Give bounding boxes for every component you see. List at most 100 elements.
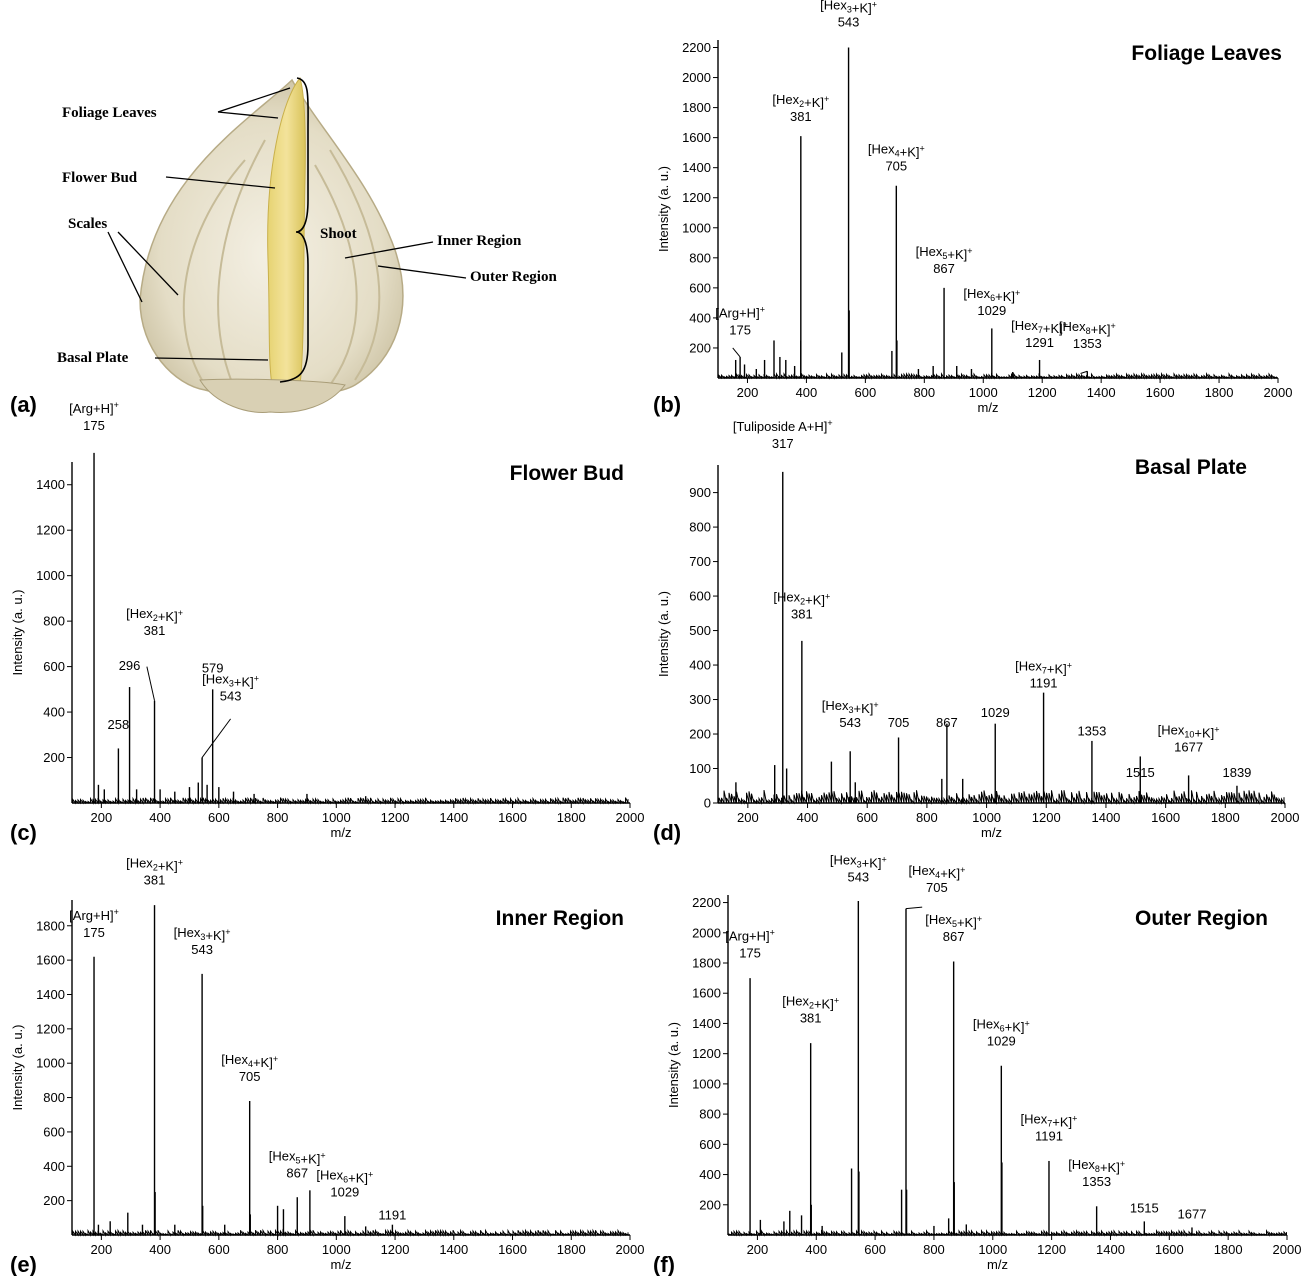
mz-label: 867 (933, 261, 955, 276)
peak-annotation: 1029 (981, 705, 1010, 720)
basal-plate-shape (199, 378, 346, 414)
arrow-flower-bud (165, 176, 276, 189)
mz-label: 1029 (977, 303, 1006, 318)
label-outer-region: Outer Region (470, 269, 557, 285)
y-tick-label: 100 (689, 761, 711, 776)
spectrum-noise (718, 371, 1277, 380)
y-tick-label: 600 (43, 1124, 65, 1139)
x-tick-label: 600 (208, 1242, 230, 1257)
x-tick-label: 1800 (1211, 810, 1240, 825)
x-tick-label: 1800 (1205, 385, 1234, 400)
y-tick-label: 2200 (692, 895, 721, 910)
mz-label: 867 (936, 715, 958, 730)
mz-label: 705 (239, 1069, 261, 1084)
y-tick-label: 400 (699, 1167, 721, 1182)
x-tick-label: 1200 (1032, 810, 1061, 825)
x-tick-label: 2000 (616, 1242, 645, 1257)
peak-annotation: 1191 (378, 1208, 406, 1223)
x-tick-label: 200 (747, 1242, 769, 1257)
y-tick-label: 1200 (692, 1046, 721, 1061)
y-tick-label: 2000 (692, 925, 721, 940)
ion-label: [Hex3+K]+ (822, 698, 879, 716)
mz-label: 1677 (1178, 1206, 1207, 1221)
y-axis-label: Intensity (a. u.) (656, 166, 671, 252)
x-tick-label: 800 (916, 810, 938, 825)
y-tick-label: 1600 (682, 130, 711, 145)
peak-annotation: 1839 (1222, 765, 1251, 780)
peak-annotation: [Hex7+K]+1191 (1021, 1112, 1078, 1144)
ion-label: [Hex7+K]+ (1015, 658, 1072, 676)
ion-label: [Hex2+K]+ (782, 994, 839, 1012)
peak-annotation: 258 (108, 717, 130, 732)
panel-letter: (f) (653, 1252, 675, 1276)
peak-annotation: [Hex6+K]+1029 (973, 1016, 1030, 1048)
mz-label: 1291 (1025, 335, 1054, 350)
peak-annotation: [Hex6+K]+1029 (963, 286, 1020, 318)
scale-line-4 (329, 149, 381, 381)
y-tick-label: 0 (704, 796, 711, 811)
spectrum-panel-4: 200 400 600 800 1000 1200 1400 1600 1800 2000 200 4… (10, 856, 644, 1276)
y-tick-label: 300 (689, 692, 711, 707)
leader-line (905, 906, 923, 910)
x-tick-label: 1400 (439, 810, 468, 825)
y-tick-label: 800 (43, 1090, 65, 1105)
peak-annotation: [Hex2+K]+381 (126, 856, 183, 888)
peak-annotation: [Hex5+K]+867 (925, 912, 982, 944)
panel-letter: (b) (653, 392, 681, 417)
ion-label: [Hex2+K]+ (126, 606, 183, 624)
label-basal-plate: Basal Plate (57, 350, 129, 366)
mz-label: 296 (119, 658, 141, 673)
shoot-brace (279, 77, 309, 383)
peak-annotation: 705 (888, 715, 910, 730)
mz-label: 705 (926, 880, 948, 895)
spectra-panels: 200 400 600 800 1000 1200 1400 1600 1800 20002004… (10, 0, 1301, 1276)
mz-label: 175 (83, 418, 105, 433)
ion-label: [Hex5+K]+ (269, 1148, 326, 1166)
ion-label: [Hex7+K]+ (1021, 1112, 1078, 1130)
mz-label: 317 (772, 436, 794, 451)
peak-annotation: [Hex8+K]+1353 (1059, 319, 1116, 374)
mz-label: 1515 (1130, 1200, 1159, 1215)
spectrum-panel-3: 200 400 600 800 1000 1200 1400 1600 1800 2000 0 100… (653, 418, 1299, 845)
y-tick-label: 900 (689, 485, 711, 500)
y-tick-label: 200 (43, 750, 65, 765)
ion-label: [Arg+H]+ (69, 400, 119, 416)
x-tick-label: 400 (149, 810, 171, 825)
y-tick-label: 800 (699, 1107, 721, 1122)
x-tick-label: 1800 (557, 810, 586, 825)
peak-annotation: [Hex8+K]+1353 (1068, 1157, 1125, 1189)
ion-label: [Hex8+K]+ (1068, 1157, 1125, 1175)
x-tick-label: 1600 (498, 810, 527, 825)
label-foliage-leaves: Foliage Leaves (62, 105, 157, 121)
bulb-arrows (107, 87, 467, 361)
x-tick-label: 2000 (616, 810, 645, 825)
x-tick-label: 400 (149, 1242, 171, 1257)
x-tick-label: 1200 (381, 810, 410, 825)
chart-title: Flower Bud (510, 462, 624, 485)
peak-annotation: [Hex3+K]+543 (822, 698, 879, 730)
y-tick-label: 200 (689, 727, 711, 742)
peak-annotation: [Arg+H]+ 175 (725, 928, 775, 961)
ion-label: [Hex2+K]+ (126, 856, 183, 874)
label-flower-bud: Flower Bud (62, 170, 138, 186)
peak-annotation: [Hex3+K]+543 (174, 925, 231, 957)
y-tick-label: 1800 (36, 918, 65, 933)
ion-label: [Tuliposide A+H]+ (733, 418, 833, 434)
spectrum-noise (718, 790, 1285, 805)
y-axis-label: Intensity (a. u.) (656, 591, 671, 677)
y-tick-label: 1000 (36, 568, 65, 583)
spectrum-panel-1: 200 400 600 800 1000 1200 1400 1600 1800 2000 200 4… (653, 0, 1292, 417)
peak-annotation: [Hex5+K]+867 (916, 244, 973, 276)
x-tick-label: 1400 (1096, 1242, 1125, 1257)
mz-label: 1029 (987, 1033, 1016, 1048)
ion-label: [Hex3+K]+ (174, 925, 231, 943)
x-tick-label: 1800 (557, 1242, 586, 1257)
x-tick-label: 200 (737, 385, 759, 400)
mz-label: 1515 (1126, 765, 1155, 780)
leader-line (146, 666, 156, 701)
arrow-scales-2 (117, 231, 179, 296)
y-tick-label: 1200 (36, 1021, 65, 1036)
chart-title: Inner Region (496, 907, 624, 930)
scale-line-3 (314, 164, 358, 386)
spectrum-noise (72, 1228, 629, 1237)
